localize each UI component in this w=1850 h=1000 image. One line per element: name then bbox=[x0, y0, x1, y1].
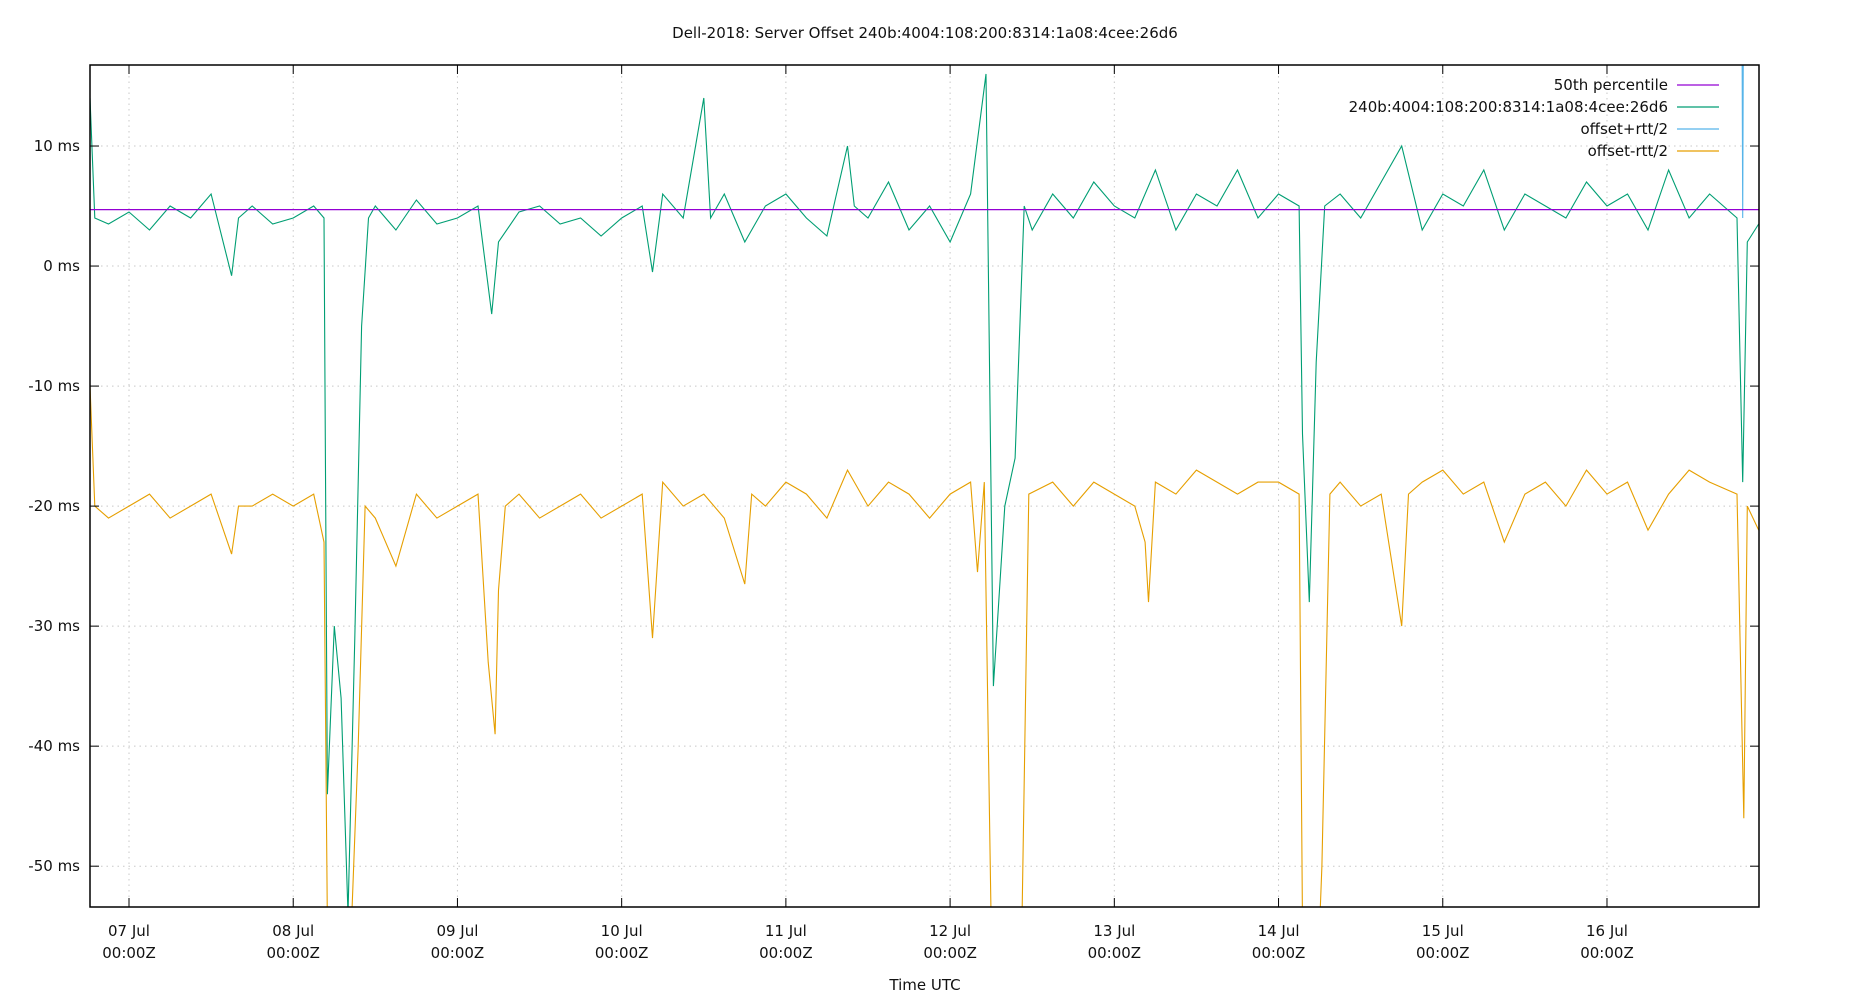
x-tick-label: 00:00Z bbox=[759, 944, 813, 962]
legend-label: 50th percentile bbox=[1554, 76, 1668, 94]
legend: 50th percentile 240b:4004:108:200:8314:1a… bbox=[1349, 76, 1719, 160]
y-tick-label: -30 ms bbox=[28, 617, 80, 635]
x-tick-label: 00:00Z bbox=[1252, 944, 1306, 962]
x-tick-label: 00:00Z bbox=[266, 944, 320, 962]
y-tick-label: -40 ms bbox=[28, 737, 80, 755]
y-tick-label: -20 ms bbox=[28, 497, 80, 515]
series-line-240b-4004-108-200-8314-1a08-4cee-26d6 bbox=[90, 73, 1759, 907]
y-tick-label: 0 ms bbox=[43, 257, 80, 275]
legend-label: 240b:4004:108:200:8314:1a08:4cee:26d6 bbox=[1349, 98, 1668, 116]
x-tick-label: 10 Jul bbox=[601, 922, 643, 940]
x-tick-label: 00:00Z bbox=[1416, 944, 1470, 962]
x-tick-label: 08 Jul bbox=[272, 922, 314, 940]
x-tick-label: 07 Jul bbox=[108, 922, 150, 940]
axis-ticks: 10 ms 0 ms -10 ms -20 ms -30 ms -40 ms -50 ms 0… bbox=[28, 65, 1759, 962]
series-layer bbox=[90, 65, 1759, 907]
chart-title: Dell-2018: Server Offset 240b:4004:108:2… bbox=[672, 24, 1178, 42]
x-tick-label: 14 Jul bbox=[1258, 922, 1300, 940]
x-tick-label: 00:00Z bbox=[923, 944, 977, 962]
x-tick-label: 12 Jul bbox=[929, 922, 971, 940]
y-tick-label: -50 ms bbox=[28, 857, 80, 875]
x-tick-label: 00:00Z bbox=[431, 944, 485, 962]
x-tick-label: 09 Jul bbox=[436, 922, 478, 940]
x-tick-label: 00:00Z bbox=[1580, 944, 1634, 962]
x-tick-label: 13 Jul bbox=[1093, 922, 1135, 940]
x-tick-label: 00:00Z bbox=[1088, 944, 1142, 962]
y-tick-label: -10 ms bbox=[28, 377, 80, 395]
y-tick-label: 10 ms bbox=[34, 137, 80, 155]
series-line-offset-rtt-2 bbox=[1741, 65, 1744, 219]
grid-lines bbox=[90, 65, 1759, 907]
x-tick-label: 00:00Z bbox=[595, 944, 649, 962]
plot-frame bbox=[89, 64, 1760, 908]
legend-label: offset-rtt/2 bbox=[1588, 142, 1668, 160]
x-tick-label: 15 Jul bbox=[1422, 922, 1464, 940]
legend-label: offset+rtt/2 bbox=[1580, 120, 1668, 138]
x-tick-label: 16 Jul bbox=[1586, 922, 1628, 940]
x-tick-label: 11 Jul bbox=[765, 922, 807, 940]
series-line-offset-rtt-2 bbox=[90, 386, 1759, 907]
x-axis-label: Time UTC bbox=[888, 976, 960, 994]
x-tick-label: 00:00Z bbox=[102, 944, 156, 962]
